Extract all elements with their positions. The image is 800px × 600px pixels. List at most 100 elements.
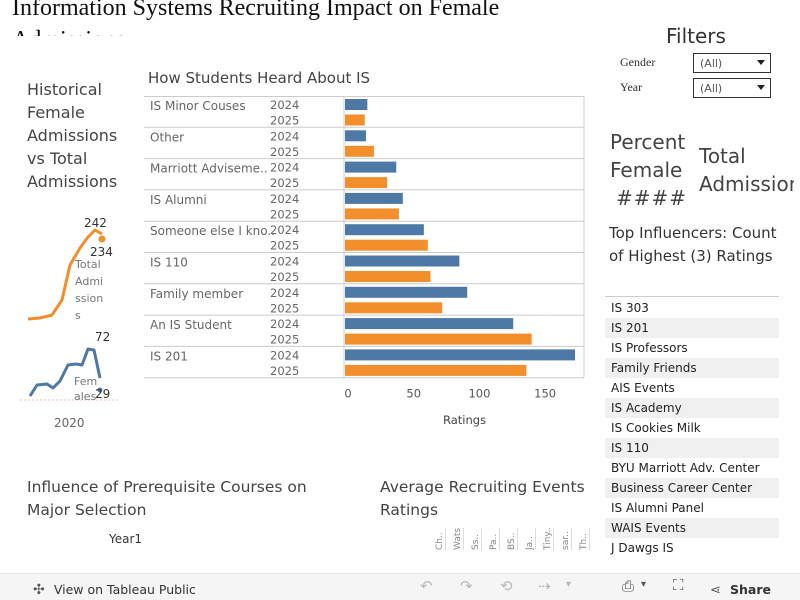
bar-2024[interactable] <box>345 318 514 330</box>
category-label: An IS Student <box>150 318 232 332</box>
recruiting-column-label: Tiny.. <box>540 528 554 550</box>
influencer-item[interactable]: IS Professors <box>611 341 688 355</box>
series-year-label: 2024 <box>270 317 299 331</box>
influencer-item[interactable]: BYU Marriott Adv. Center <box>611 461 760 475</box>
bar-2024[interactable] <box>345 224 424 236</box>
tableau-logo-icon: ✣ <box>33 582 45 598</box>
bar-2025[interactable] <box>345 114 365 126</box>
bar-2024[interactable] <box>345 255 460 267</box>
influencer-item[interactable]: IS Academy <box>605 398 779 418</box>
bar-2025[interactable] <box>345 145 374 157</box>
recruiting-column-label: Ja.. <box>522 528 536 550</box>
share-button[interactable]: ⋖ Share <box>710 579 771 598</box>
recruiting-column-label: Th.. <box>576 528 590 550</box>
refresh-icon[interactable]: ⇢ <box>538 577 551 595</box>
gender-filter-select[interactable]: (All) <box>693 53 771 73</box>
bar-2024[interactable] <box>345 130 367 142</box>
prereq-title: Influence of Prerequisite Courses on Maj… <box>27 478 307 519</box>
share-icon: ⋖ <box>710 583 721 598</box>
series-year-label: 2024 <box>270 223 299 237</box>
category-label: Family member <box>150 287 243 301</box>
series-year-label: 2024 <box>270 348 299 362</box>
series-year-label: 2025 <box>270 114 299 128</box>
how-heard-title: How Students Heard About IS <box>148 69 371 87</box>
bar-2024[interactable] <box>345 286 468 298</box>
total-end-label: 234 <box>90 245 113 259</box>
historical-title: Historical Female Admissions vs Total Ad… <box>27 80 118 191</box>
view-on-tableau-label: View on Tableau Public <box>53 582 196 597</box>
bar-2025[interactable] <box>345 177 388 189</box>
bar-2025[interactable] <box>345 271 431 282</box>
influencer-item[interactable]: IS Cookies Milk <box>611 421 701 435</box>
influencer-item[interactable]: Family Friends <box>605 358 779 378</box>
gender-filter-label: Gender <box>620 55 656 69</box>
female-end-label: 29 <box>95 387 111 401</box>
series-year-label: 2025 <box>270 270 299 284</box>
series-year-label: 2024 <box>270 161 299 175</box>
influencers-divider <box>605 296 779 297</box>
series-year-label: 2025 <box>270 364 299 378</box>
bar-2024[interactable] <box>345 349 575 361</box>
bar-2025[interactable] <box>345 333 532 345</box>
influencer-item[interactable]: IS Alumni Panel <box>611 501 704 515</box>
download-dropdown-icon[interactable]: ▾ <box>641 579 647 590</box>
series-year-label: 2025 <box>270 301 299 315</box>
bar-2025[interactable] <box>345 239 428 251</box>
redo-icon[interactable]: ↷ <box>460 577 473 595</box>
series-year-label: 2024 <box>270 192 299 206</box>
year-filter-label: Year <box>620 80 643 94</box>
bar-2024[interactable] <box>345 192 403 204</box>
influencer-item[interactable]: IS 110 <box>605 438 779 458</box>
filters-title: Filters <box>666 24 726 48</box>
recruiting-column-label: Ch.. <box>432 528 446 550</box>
total-admissions-line <box>27 228 103 321</box>
influencer-item[interactable]: IS 303 <box>611 301 649 315</box>
year-filter-value: (All) <box>700 82 723 95</box>
refresh-dropdown-icon[interactable]: ▾ <box>566 579 572 590</box>
influencer-item[interactable]: WAIS Events <box>605 518 779 538</box>
percent-female-label: Percent Female <box>610 130 686 182</box>
category-label: IS 110 <box>150 256 188 270</box>
fullscreen-icon[interactable]: ⛶ <box>673 576 684 594</box>
influencer-item[interactable]: AIS Events <box>611 381 675 395</box>
x-tick-label: 150 <box>534 387 556 401</box>
series-year-label: 2024 <box>270 286 299 300</box>
bar-2024[interactable] <box>345 99 368 110</box>
x-tick-label: 100 <box>468 387 490 401</box>
download-icon[interactable]: ⎙ <box>622 577 635 595</box>
bar-2024[interactable] <box>345 161 397 173</box>
females-series-label: Females <box>74 375 98 403</box>
female-high-label: 72 <box>95 330 111 344</box>
bar-2025[interactable] <box>345 364 527 376</box>
influencer-item[interactable]: Business Career Center <box>605 478 779 498</box>
recruiting-column-label: Wats.. <box>450 528 464 550</box>
revert-icon[interactable]: ⟲ <box>500 577 513 595</box>
undo-icon[interactable]: ↶ <box>420 577 433 595</box>
category-label: Other <box>150 130 184 144</box>
influencer-item[interactable]: IS 201 <box>605 318 779 338</box>
tableau-toolbar: ✣ View on Tableau Public ↶ ↷ ⟲ ⇢ ▾ ⎙ ▾ ⛶… <box>0 573 800 600</box>
year-filter-select[interactable]: (All) <box>693 78 771 98</box>
historical-sparkline-chart <box>20 228 120 401</box>
x-tick-label: 50 <box>406 387 421 401</box>
series-year-label: 2024 <box>270 255 299 269</box>
top-influencers-title: Top Influencers: Count of Highest (3) Ra… <box>609 224 777 265</box>
category-label: IS Alumni <box>150 193 207 207</box>
series-year-label: 2025 <box>270 207 299 221</box>
total-admissions-series-label: Total Admissions <box>75 258 104 322</box>
ratings-axis-label: Ratings <box>443 413 487 427</box>
bar-2025[interactable] <box>345 208 399 220</box>
recruiting-column-label: Ss.. <box>468 528 482 550</box>
category-label: IS Minor Couses <box>150 99 246 113</box>
recruiting-title: Average Recruiting Events Ratings <box>380 478 585 519</box>
prereq-year-column: Year1 <box>109 532 143 546</box>
dashboard-title: Information Systems Recruiting Impact on… <box>12 0 500 36</box>
series-year-label: 2025 <box>270 239 299 253</box>
chevron-down-icon <box>757 85 765 90</box>
view-on-tableau-button[interactable]: ✣ View on Tableau Public <box>33 579 196 598</box>
bar-2025[interactable] <box>345 302 443 314</box>
influencer-item[interactable]: J Dawgs IS <box>611 541 674 555</box>
recruiting-columns: Ch.. Wats.. Ss.. Pa.. BS.. Ja.. Tiny.. sar.. Th.… <box>432 528 592 550</box>
recruiting-column-label: BS.. <box>504 528 518 550</box>
